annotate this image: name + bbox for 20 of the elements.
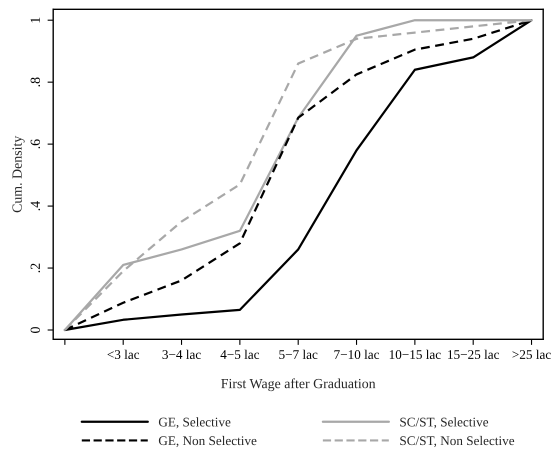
legend-label: GE, Non Selective [158, 436, 256, 448]
y-axis-title: Cum. Density [12, 136, 25, 212]
x-tick-label: >25 lac [512, 350, 551, 359]
x-tick-label: 10−15 lac [390, 350, 441, 359]
y-tick-label: 1 [30, 18, 40, 22]
x-axis-title: First Wage after Graduation [221, 378, 376, 392]
legend-label: SC/ST, Non Selective [400, 436, 514, 448]
x-tick-label: 3−4 lac [162, 350, 201, 359]
x-tick-label: <3 lac [108, 350, 140, 359]
y-tick-label: .8 [30, 77, 40, 86]
x-tick-label: 5−7 lac [279, 350, 318, 359]
y-tick-label: .6 [30, 139, 40, 148]
x-tick-label: 4−5 lac [220, 350, 260, 359]
x-tick-label: 7−10 lac [334, 350, 380, 359]
y-tick-label: 0 [30, 327, 40, 333]
y-tick-label: .2 [30, 264, 40, 272]
legend-label: SC/ST, Selective [400, 417, 488, 428]
legend-label: GE, Selective [158, 417, 230, 428]
x-tick-label: 15−25 lac [448, 350, 500, 359]
y-tick-label: .4 [30, 201, 40, 210]
